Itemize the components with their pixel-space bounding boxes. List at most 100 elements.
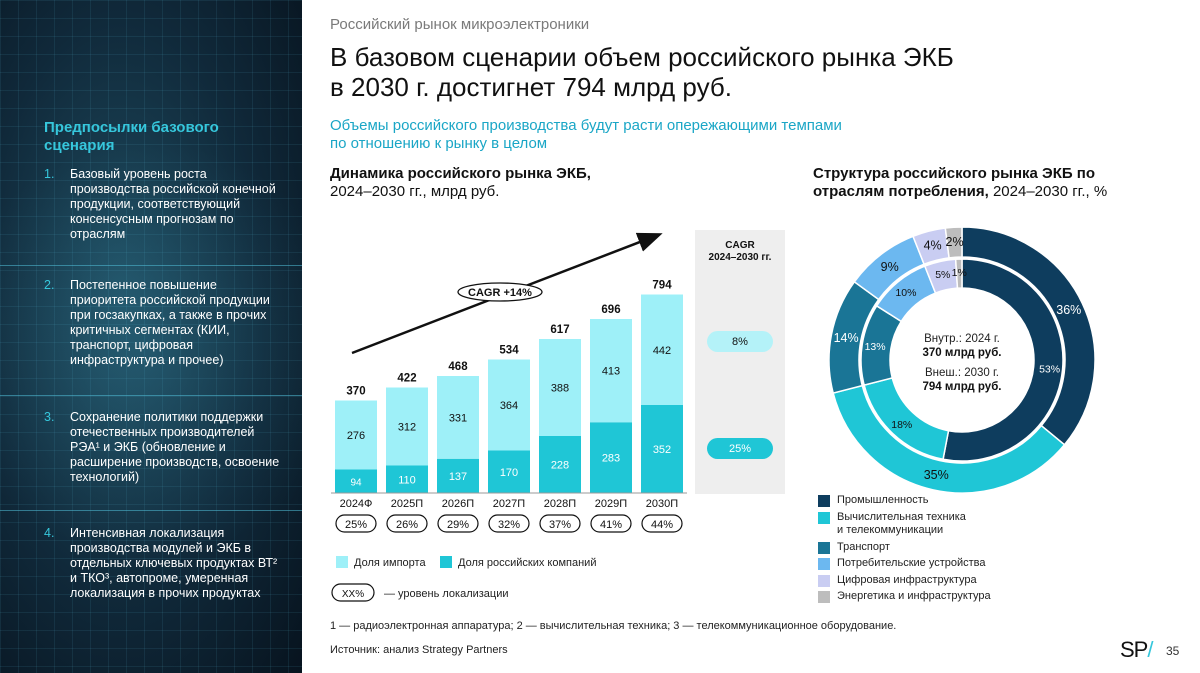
legend-domestic-swatch (440, 556, 452, 568)
bars-layer: 94 276 370 2024Ф 25% 110 312 422 2025П 26% 137 331 4… (331, 280, 687, 533)
cagr-panel-title-2: 2024–2030 гг. (709, 252, 772, 263)
bar-domestic (590, 422, 632, 493)
x-tick-label: 2026П (442, 498, 474, 510)
page-title-line-1: В базовом сценарии объем российского рын… (330, 42, 954, 72)
cagr-import-pill (707, 331, 773, 352)
cagr-import-value: 8% (732, 336, 748, 348)
bar-import (539, 339, 581, 436)
legend-label-line: Потребительские устройства (837, 557, 986, 569)
localization-pill (539, 514, 581, 533)
donut-layer: 36% 35% 14% 9% 4% 2% 53% 18% 13% 10% 5% 1% (828, 226, 1096, 494)
cagr-arrow-label: CAGR +14% (468, 287, 532, 299)
bar-domestic (386, 465, 428, 493)
bar-import (386, 387, 428, 466)
left-panel: Предпосылки базового сценария 1. Базовый… (0, 0, 302, 673)
donut-chart: 36% 35% 14% 9% 4% 2% 53% 18% 13% 10% 5% 1% Внутр.: … (828, 226, 1096, 494)
divider (0, 395, 302, 396)
assumptions-title: Предпосылки базового сценария (44, 119, 219, 154)
bar-import-label: 364 (500, 400, 518, 412)
bar-import-label: 413 (602, 366, 620, 378)
x-tick-label: 2029П (595, 498, 627, 510)
page-subtitle-line-1: Объемы российского производства будут ра… (330, 117, 842, 134)
legend-label-line: Энергетика и инфраструктура (837, 590, 991, 602)
bar-total-label: 422 (397, 373, 416, 385)
localization-pill (590, 514, 632, 533)
x-tick-label: 2024Ф (340, 498, 373, 510)
legend-label-line: и телекоммуникации (837, 523, 944, 536)
outer-ring-label: 35% (924, 468, 949, 482)
localization-pill (437, 514, 479, 533)
outer-ring-slice (944, 226, 963, 259)
bar-import (488, 359, 530, 451)
bar-import (437, 376, 479, 459)
legend-label: Вычислительная техника и телекоммуникации (837, 511, 966, 537)
localization-label: 26% (396, 519, 418, 531)
divider (0, 265, 302, 266)
logo: SP/ (1120, 637, 1154, 663)
bar-import-label: 388 (551, 383, 569, 395)
localization-label: 29% (447, 519, 469, 531)
localization-pill (641, 514, 683, 533)
bar-total-label: 534 (499, 345, 519, 357)
legend-label: Потребительские устройства (837, 557, 986, 570)
x-tick-label: 2025П (391, 498, 423, 510)
page-number: 35 (1166, 644, 1180, 658)
legend-label-line: Цифровая инфраструктура (837, 573, 977, 586)
bar-chart-title-rest: 2024–2030 гг., млрд руб. (330, 183, 500, 200)
bar-import-label: 442 (653, 345, 671, 357)
source-note: Источник: анализ Strategy Partners (330, 644, 508, 656)
assumption-text: Постепенное повышение приоритета российс… (70, 278, 270, 367)
bar-import-label: 331 (449, 412, 467, 424)
localization-pill (335, 514, 377, 533)
inner-ring-label: 13% (865, 341, 886, 353)
legend-localization-sample: XX% (342, 589, 364, 600)
localization-label: 25% (345, 519, 367, 531)
legend-import-label: Доля импорта (354, 557, 426, 569)
assumption-text: Базовый уровень роста производства росси… (70, 167, 276, 241)
legend-label: Цифровая инфраструктура (837, 574, 977, 587)
legend-label: Транспорт (837, 541, 890, 554)
legend-localization-pill (331, 583, 375, 602)
localization-pill (488, 514, 530, 533)
bar-domestic-label: 94 (350, 477, 362, 488)
localization-label: 37% (549, 519, 571, 531)
bar-domestic (437, 458, 479, 493)
assumption-text: Сохранение политики поддержки отечествен… (70, 410, 280, 484)
footnote: 1 — радиоэлектронная аппаратура; 2 — выч… (330, 620, 897, 632)
bar-chart-title: Динамика российского рынка ЭКБ, 2024–203… (330, 165, 710, 201)
localization-label: 41% (600, 519, 622, 531)
background-glow (0, 140, 302, 560)
inner-ring-label: 10% (895, 287, 916, 299)
legend-swatch (818, 558, 830, 570)
donut-inner-label-2: Внеш.: 2030 г. (925, 367, 999, 379)
bar-total-label: 794 (652, 280, 672, 292)
bar-import-label: 276 (347, 430, 365, 442)
cagr-panel-title-1: CAGR (725, 240, 755, 251)
divider (0, 510, 302, 511)
legend-import-swatch (336, 556, 348, 568)
inner-ring-label: 5% (935, 269, 950, 281)
bar-domestic (488, 450, 530, 493)
bar-total-label: 370 (346, 386, 365, 398)
assumption-number: 2. (44, 278, 55, 292)
donut-chart-title-rest: 2024–2030 гг., % (988, 183, 1108, 200)
donut-inner-value-1: 370 млрд руб. (923, 347, 1002, 359)
legend-domestic-label: Доля российских компаний (458, 557, 596, 569)
bar-total-label: 468 (448, 361, 468, 373)
legend-localization-label: — уровень локализации (384, 588, 509, 600)
page-subtitle: Объемы российского производства будут ра… (330, 117, 930, 153)
logo-slash: / (1147, 637, 1153, 662)
donut-chart-title-line-1: Структура российского рынка ЭКБ по (813, 165, 1096, 182)
bar-total-label: 617 (550, 324, 569, 336)
donut-chart-title-bold: отраслям потребления, (813, 183, 989, 200)
bar-chart: 94 276 370 2024Ф 25% 110 312 422 2025П 26% 137 331 4… (331, 230, 785, 602)
x-tick-label: 2028П (544, 498, 576, 510)
outer-ring-label: 9% (881, 260, 899, 274)
section-overline: Российский рынок микроэлектроники (330, 16, 590, 33)
donut-chart-title: Структура российского рынка ЭКБ по отрас… (813, 165, 1193, 201)
inner-ring-label: 53% (1039, 363, 1060, 375)
outer-ring-label: 2% (946, 235, 964, 249)
outer-ring-label: 14% (834, 331, 859, 345)
page-subtitle-line-2: по отношению к рынку в целом (330, 135, 548, 152)
donut-legend: Промышленность Вычислительная техника и те… (818, 494, 1038, 606)
